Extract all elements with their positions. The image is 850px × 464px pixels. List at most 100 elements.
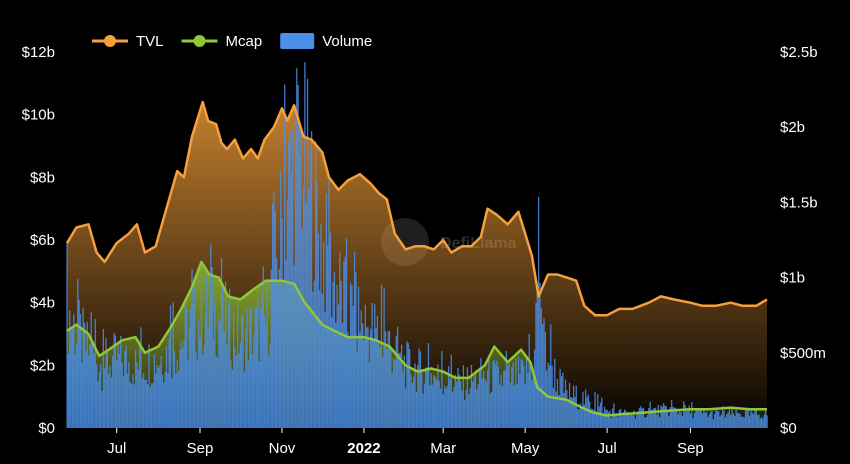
volume-bar — [465, 389, 467, 428]
volume-bar — [662, 403, 665, 428]
volume-bar — [461, 390, 463, 428]
volume-bar — [720, 414, 723, 428]
x-tick-label: Sep — [677, 440, 704, 457]
volume-bar — [276, 258, 278, 428]
volume-bar — [241, 313, 243, 428]
volume-bar — [312, 291, 314, 428]
y-right-tick-label: $1.5b — [780, 194, 818, 211]
volume-bar — [368, 362, 370, 428]
volume-bar — [151, 383, 153, 428]
volume-bar — [453, 386, 455, 428]
volume-bar — [632, 415, 634, 428]
volume-bar — [435, 379, 438, 428]
volume-bar — [206, 276, 208, 428]
volume-bar — [579, 403, 581, 428]
volume-bar — [413, 376, 415, 428]
volume-bar — [476, 389, 478, 428]
volume-bar — [227, 304, 229, 428]
volume-bar — [271, 203, 274, 428]
volume-bar — [145, 379, 147, 428]
volume-bar — [378, 342, 380, 428]
volume-bar — [719, 416, 721, 428]
volume-bar — [134, 349, 137, 428]
volume-bar — [384, 331, 387, 428]
volume-bar — [709, 411, 712, 428]
volume-bar — [680, 412, 682, 428]
volume-bar — [169, 304, 172, 428]
volume-bar — [664, 405, 666, 428]
volume-bar — [224, 281, 227, 428]
volume-bar — [703, 408, 705, 428]
volume-bar — [657, 404, 659, 428]
volume-bar — [222, 284, 224, 428]
volume-bar — [153, 354, 156, 428]
volume-bar — [297, 85, 299, 428]
volume-bar — [110, 377, 113, 428]
volume-bar — [533, 349, 536, 428]
volume-bar — [754, 409, 756, 428]
volume-bar — [266, 279, 268, 428]
x-axis: Jul Sep Nov 2022 Mar May Jul Sep — [107, 428, 704, 457]
volume-bar — [614, 413, 616, 428]
volume-bar — [567, 399, 569, 428]
volume-bar — [333, 272, 336, 428]
volume-bar — [128, 362, 130, 428]
volume-bar — [310, 131, 313, 428]
volume-bar — [602, 414, 604, 428]
volume-bar — [740, 417, 743, 428]
volume-bar — [511, 367, 513, 428]
volume-bar — [70, 329, 72, 428]
volume-bar — [610, 418, 612, 428]
volume-bar — [691, 402, 693, 428]
volume-bar — [661, 406, 663, 428]
volume-bar — [700, 409, 702, 428]
volume-bar — [747, 408, 749, 428]
volume-bar — [671, 400, 673, 428]
volume-bar — [237, 302, 239, 428]
volume-bar — [402, 371, 404, 428]
volume-bar — [446, 385, 448, 428]
y-left-tick-label: $10b — [22, 107, 55, 124]
volume-bar — [376, 315, 379, 428]
volume-bar — [470, 364, 473, 428]
volume-bar — [406, 341, 408, 428]
volume-bar — [626, 413, 628, 428]
volume-bar — [575, 385, 577, 428]
volume-bar — [462, 365, 465, 428]
volume-bar — [722, 406, 724, 428]
volume-bar — [176, 359, 178, 428]
volume-bar — [766, 415, 768, 428]
volume-bar — [399, 352, 401, 428]
volume-bar — [437, 364, 439, 428]
volume-bar — [93, 353, 95, 428]
volume-bar — [370, 328, 372, 428]
legend-item-volume[interactable]: Volume — [280, 33, 372, 50]
volume-bar — [300, 127, 302, 429]
tvl-line — [65, 100, 768, 317]
legend-item-tvl[interactable]: TVL — [92, 33, 164, 50]
volume-bar — [597, 394, 599, 428]
volume-bar — [668, 416, 670, 428]
volume-bar — [692, 418, 694, 428]
legend-label: TVL — [136, 33, 164, 50]
volume-bar — [157, 368, 160, 428]
volume-bar — [81, 362, 83, 428]
volume-bar — [489, 393, 491, 428]
volume-bar — [496, 360, 498, 428]
volume-bar — [387, 331, 389, 428]
volume-bar — [648, 408, 650, 428]
volume-bar — [653, 407, 655, 428]
legend-item-mcap[interactable]: Mcap — [181, 33, 263, 50]
volume-bar — [395, 336, 397, 428]
volume-bar — [532, 375, 534, 428]
volume-bar — [113, 333, 115, 428]
volume-bar — [284, 84, 286, 428]
volume-bar — [396, 326, 399, 428]
volume-bar — [445, 388, 447, 428]
volume-bar — [386, 348, 388, 428]
volume-bar — [726, 414, 728, 428]
volume-bar — [638, 408, 641, 428]
volume-bar — [488, 356, 490, 428]
volume-bar — [452, 391, 454, 428]
